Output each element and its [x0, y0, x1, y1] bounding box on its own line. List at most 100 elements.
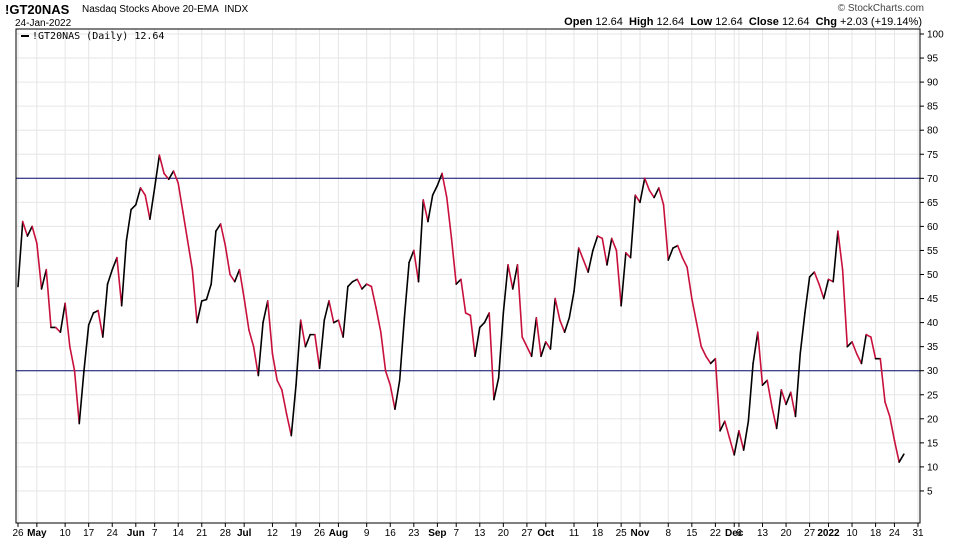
series-segment: [870, 336, 877, 360]
series-segment: [469, 314, 476, 358]
series-segment: [370, 285, 377, 309]
series-segment: [380, 331, 387, 372]
chg-label: Chg: [815, 16, 837, 28]
series-segment: [662, 203, 670, 261]
series-segment: [266, 300, 274, 355]
x-tick-label: 28: [220, 528, 232, 539]
series-segment: [625, 252, 632, 259]
series-segment: [398, 316, 406, 382]
series-segment: [756, 331, 764, 386]
series-segment: [167, 170, 175, 181]
y-tick-label: 65: [927, 198, 939, 209]
x-tick-label: 20: [498, 528, 510, 539]
series-segment: [182, 211, 189, 242]
series-segment: [342, 285, 349, 338]
series-segment: [64, 302, 71, 348]
y-axis: 5 10 15 20 25 30 35 40 45 50 55 60 65 70 75 80 85 90 95 100: [920, 30, 944, 497]
x-tick-label: 22: [710, 528, 722, 539]
x-tick-label: 9: [364, 528, 370, 539]
series-segment: [771, 405, 778, 430]
series-segment: [478, 321, 486, 329]
series-segment: [394, 379, 401, 410]
series-segment: [304, 333, 311, 348]
series-segment: [205, 283, 212, 301]
series-segment: [328, 300, 335, 324]
series-segment: [511, 264, 519, 290]
y-tick-label: 45: [927, 294, 939, 305]
symbol-description: Nasdaq Stocks Above 20-EMA INDX: [82, 4, 248, 15]
series-segment: [460, 278, 467, 314]
x-tick-label: 14: [173, 528, 185, 539]
x-tick-label: 31: [912, 528, 924, 539]
series-segment: [554, 297, 561, 321]
series-segment: [488, 312, 495, 401]
series-segment: [686, 266, 693, 300]
series-segment: [879, 357, 886, 403]
series-segment: [281, 389, 288, 415]
x-tick-label: Dec: [725, 528, 744, 539]
y-tick-label: 10: [927, 462, 939, 473]
x-tick-label: 10: [846, 528, 858, 539]
series-segment: [841, 268, 849, 348]
series-segment: [191, 268, 198, 324]
y-tick-label: 50: [927, 270, 939, 281]
series-segment: [233, 268, 241, 283]
series-segment: [733, 430, 740, 456]
series-segment: [431, 184, 439, 196]
low-label: Low: [690, 16, 713, 28]
series-segment: [761, 379, 769, 386]
series-segment: [615, 249, 622, 307]
series-segment: [120, 240, 128, 307]
series-segment: [785, 391, 792, 406]
series-segment: [497, 312, 505, 379]
series-segment: [747, 362, 754, 423]
series-segment: [262, 300, 269, 324]
y-tick-label: 85: [927, 102, 939, 113]
x-tick-label: Jul: [237, 528, 252, 539]
series-segment: [464, 312, 472, 317]
close-label: Close: [748, 16, 779, 28]
series-segment: [676, 244, 684, 259]
series-segment: [144, 194, 151, 220]
series-segment: [544, 341, 552, 350]
series-segment: [709, 357, 717, 365]
series-segment: [846, 341, 853, 348]
chg-value: +2.03 (+19.14%): [840, 16, 922, 28]
open-label: Open: [564, 16, 593, 28]
series-segment: [577, 247, 585, 261]
y-tick-label: 30: [927, 366, 939, 377]
series-segment: [493, 377, 500, 401]
x-tick-label: 25: [616, 528, 628, 539]
series-segment: [540, 341, 547, 358]
series-segment: [700, 345, 707, 358]
series-segment: [653, 187, 660, 199]
x-tick-label: 26: [12, 528, 24, 539]
series-segment: [563, 316, 571, 334]
x-tick-label: 18: [592, 528, 604, 539]
y-tick-label: 35: [927, 342, 939, 353]
x-tick-label: 12: [267, 528, 279, 539]
series-segment: [775, 389, 783, 430]
series-segment: [210, 230, 217, 285]
series-segment: [818, 283, 825, 300]
series-segment: [794, 353, 801, 418]
series-segment: [356, 278, 363, 290]
series-segment: [530, 316, 538, 358]
series-segment: [186, 240, 194, 271]
series-segment: [691, 297, 698, 324]
series-segment: [200, 298, 208, 302]
series-segment: [507, 264, 514, 290]
x-tick-label: 8: [665, 528, 671, 539]
series-segment: [229, 273, 236, 283]
series-segment: [73, 369, 81, 425]
series-segment: [351, 278, 359, 283]
y-tick-label: 90: [927, 78, 939, 89]
series-segment: [36, 242, 43, 290]
series-segment: [865, 333, 872, 338]
x-tick-label: 19: [290, 528, 302, 539]
series-segment: [427, 194, 434, 223]
series-segment: [780, 389, 787, 406]
legend: !GT20NAS (Daily) 12.64: [21, 31, 164, 42]
series-segment: [219, 223, 227, 247]
series-segment: [347, 280, 354, 288]
